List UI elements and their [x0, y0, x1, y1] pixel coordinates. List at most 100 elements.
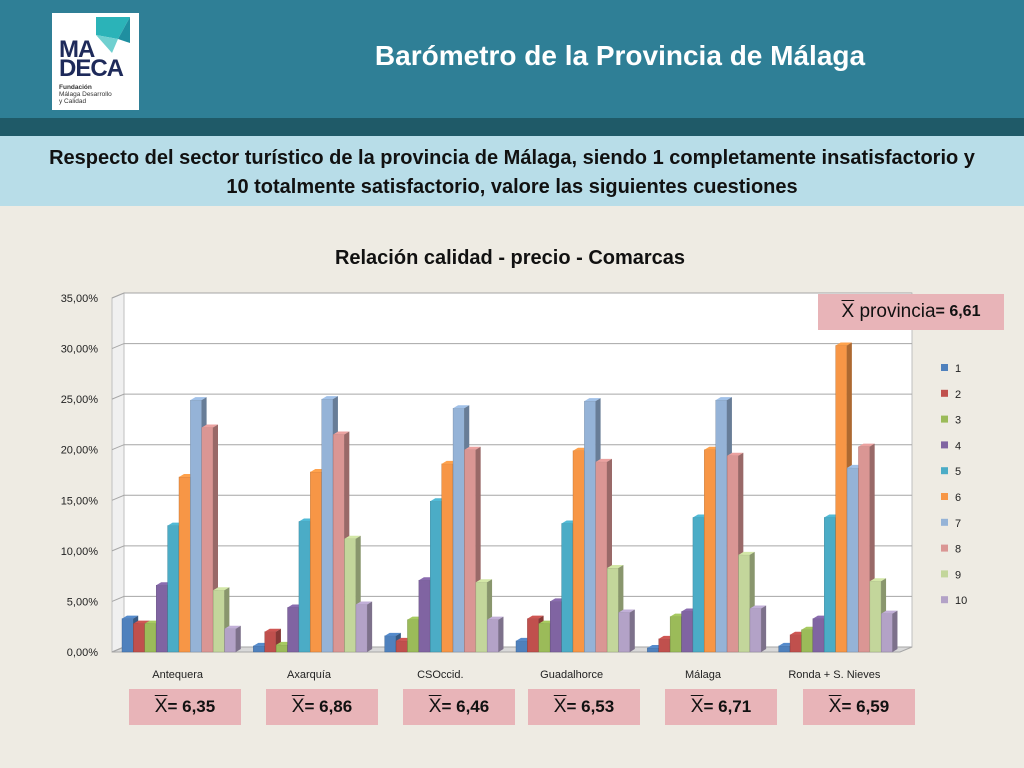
bar	[201, 427, 214, 653]
mean-badge-csoccid: X = 6,46	[403, 689, 515, 725]
bar	[658, 638, 671, 653]
legend-swatch	[941, 364, 948, 371]
bar-top	[727, 452, 744, 456]
y-tick-label: 35,00%	[61, 293, 99, 305]
bar-top	[738, 551, 755, 555]
legend-swatch	[941, 544, 948, 552]
gridline	[111, 595, 912, 602]
bar	[738, 554, 750, 653]
x-tick-label: Antequera	[152, 669, 204, 681]
bar	[418, 579, 431, 653]
bar	[824, 517, 836, 653]
logo-sub-2: Málaga Desarrollo	[59, 91, 112, 98]
bar-side	[235, 625, 241, 652]
bar	[355, 604, 368, 653]
bar-top	[749, 605, 767, 609]
mean-symbol: X	[291, 696, 305, 717]
mean-symbol: X	[841, 301, 855, 322]
bar-top	[333, 431, 350, 435]
bar-side	[367, 601, 373, 652]
bar-top	[453, 405, 470, 409]
mean-value: = 6,35	[167, 697, 216, 716]
question-banner	[0, 136, 1024, 206]
bar	[789, 634, 802, 653]
chart-side-wall	[111, 292, 125, 653]
bar	[395, 640, 408, 653]
bar	[441, 463, 454, 653]
bar	[264, 631, 277, 653]
bar	[287, 607, 299, 653]
bar	[778, 645, 791, 653]
mean-symbol: X	[154, 696, 168, 717]
logo-sub-1: Fundación	[59, 84, 92, 91]
bar	[595, 461, 608, 653]
legend-label: 1	[955, 363, 961, 375]
bar	[561, 523, 573, 653]
bar	[253, 645, 265, 653]
question-text: Respecto del sector turístico de la prov…	[49, 147, 975, 198]
gridline	[111, 444, 912, 451]
bar-top	[133, 620, 150, 624]
legend-label: 8	[955, 544, 961, 556]
logo-word-top: MA	[59, 36, 95, 63]
bar-top	[355, 601, 373, 605]
bar-top	[584, 398, 601, 402]
logo-sub-3: y Calidad	[59, 98, 87, 105]
x-tick-label: Ronda + S. Nieves	[788, 669, 881, 681]
bar-top	[201, 424, 218, 428]
mean-badge-axarquia: X = 6,86	[266, 689, 378, 725]
bar	[190, 399, 202, 653]
bar	[726, 455, 739, 653]
legend-label: 10	[955, 595, 967, 607]
bar-side	[629, 609, 635, 652]
bar	[133, 623, 145, 653]
y-tick-label: 15,00%	[61, 495, 99, 507]
bar	[475, 582, 488, 653]
province-mean-label: provincia	[859, 301, 936, 322]
mean-symbol: X	[428, 696, 442, 717]
legend-swatch	[941, 467, 948, 475]
logo-word-bottom: DECA	[59, 55, 124, 82]
bar-top	[869, 578, 887, 582]
bar	[344, 538, 356, 653]
bar-top	[858, 443, 875, 447]
bar	[715, 399, 728, 653]
bar	[310, 471, 322, 653]
bar	[881, 613, 893, 653]
header-bar	[0, 0, 1024, 118]
bar	[155, 585, 168, 653]
bar	[749, 608, 762, 653]
legend-label: 6	[955, 492, 961, 504]
mean-value: = 6,59	[841, 697, 890, 716]
legend-label: 9	[955, 569, 961, 581]
legend-swatch	[941, 389, 948, 397]
legend-swatch	[941, 518, 948, 526]
bar	[550, 601, 562, 653]
bar	[167, 525, 180, 653]
bar-side	[892, 610, 898, 652]
gridline	[111, 393, 912, 400]
y-tick-label: 25,00%	[61, 394, 99, 406]
bar-top	[384, 632, 401, 636]
bar-top	[715, 397, 732, 401]
y-tick-label: 10,00%	[61, 546, 99, 558]
bar	[835, 345, 848, 653]
legend-swatch	[941, 493, 948, 500]
madeca-logo: MA DECA Fundación Málaga Desarrollo y Ca…	[52, 13, 139, 110]
mean-badge-malaga: X = 6,71	[665, 689, 777, 725]
bar-top	[122, 615, 139, 619]
gridline	[111, 343, 912, 350]
y-tick-label: 20,00%	[61, 445, 99, 457]
bar-side	[498, 616, 504, 652]
gridline	[111, 494, 912, 501]
bar	[858, 446, 870, 653]
mean-value: = 6,53	[566, 697, 615, 716]
province-mean-value: = 6,61	[935, 303, 981, 320]
legend-label: 4	[955, 440, 961, 452]
y-tick-label: 5,00%	[67, 596, 98, 608]
legend-label: 3	[955, 415, 961, 427]
bar	[487, 619, 499, 653]
legend-swatch	[941, 570, 948, 578]
bar	[527, 618, 539, 653]
bar-top	[881, 610, 898, 614]
